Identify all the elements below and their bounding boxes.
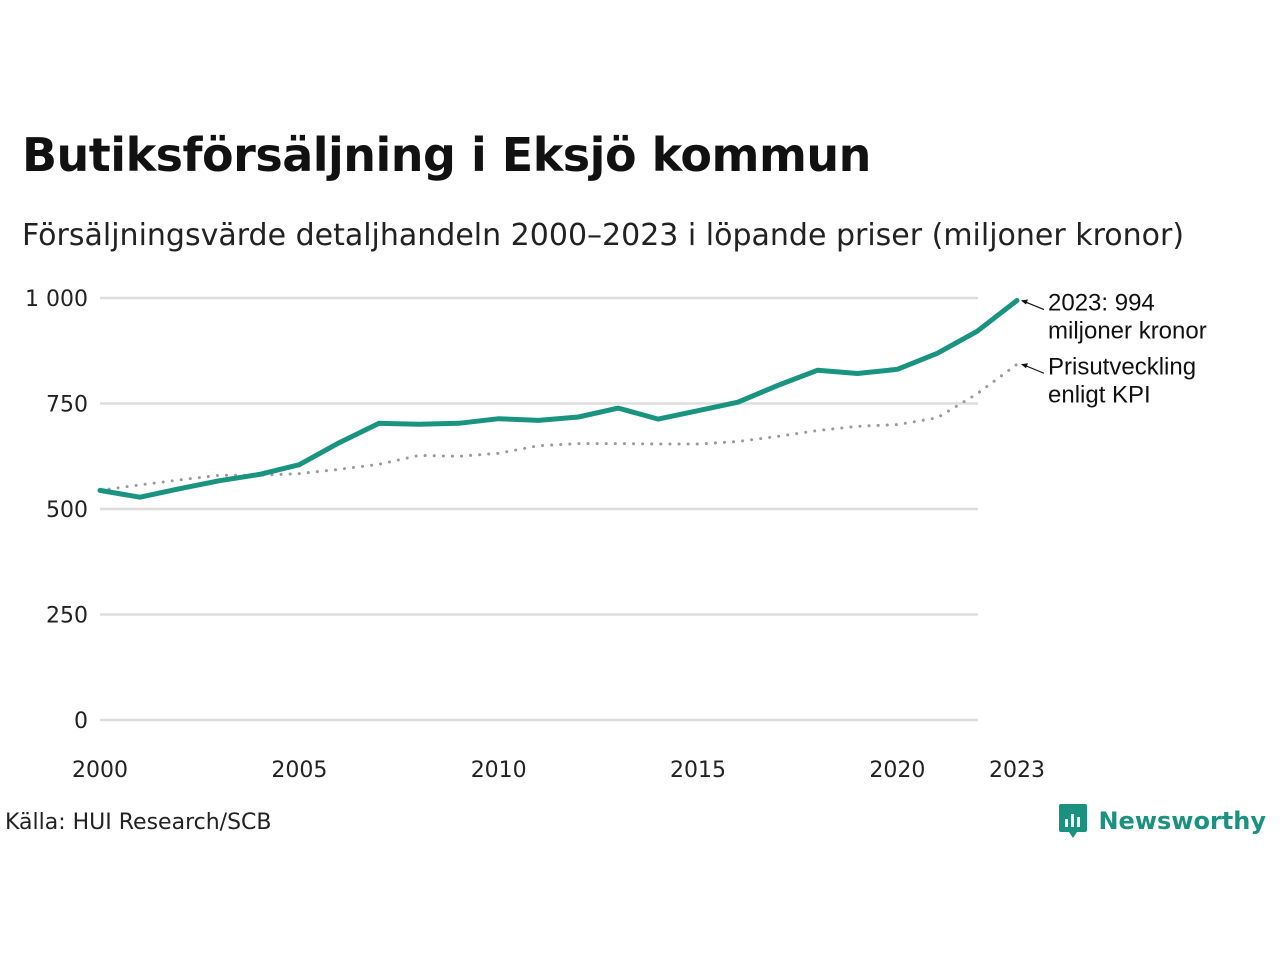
x-tick-label: 2000 (72, 758, 128, 783)
series-line-kpi (98, 362, 1019, 492)
y-tick-label: 1 000 (25, 287, 88, 312)
x-axis-ticks: 2000 2005 2010 2015 2020 2023 (72, 758, 1045, 783)
brand-logo: Newsworthy (1058, 803, 1266, 839)
x-tick-label: 2020 (869, 758, 925, 783)
y-axis-ticks: 0 250 500 750 1 000 (25, 287, 88, 734)
chart-subtitle: Försäljningsvärde detaljhandeln 2000–202… (22, 218, 1185, 253)
y-tick-label: 0 (74, 709, 88, 734)
brand-name: Newsworthy (1098, 807, 1266, 835)
gridlines (100, 296, 978, 722)
annotation-label: enligt KPI (1048, 381, 1151, 408)
x-tick-label: 2023 (989, 758, 1045, 783)
series-lines (97, 298, 1020, 500)
annotation-label: Prisutveckling (1048, 353, 1196, 380)
x-tick-label: 2010 (471, 758, 527, 783)
chart-title: Butiksförsäljning i Eksjö kommun (22, 128, 871, 182)
annotation-arrowhead (1021, 363, 1028, 369)
annotation-arrowhead (1021, 299, 1028, 305)
source-note: Källa: HUI Research/SCB (5, 810, 272, 835)
annotation-label: miljoner kronor (1048, 318, 1207, 345)
x-tick-label: 2005 (271, 758, 327, 783)
x-tick-label: 2015 (670, 758, 726, 783)
series-line-sales (97, 298, 1020, 500)
annotation-label: 2023: 994 (1048, 290, 1155, 317)
y-tick-label: 750 (46, 393, 88, 418)
y-tick-label: 500 (46, 498, 88, 523)
newsworthy-icon (1059, 804, 1088, 838)
y-tick-label: 250 (46, 604, 88, 629)
